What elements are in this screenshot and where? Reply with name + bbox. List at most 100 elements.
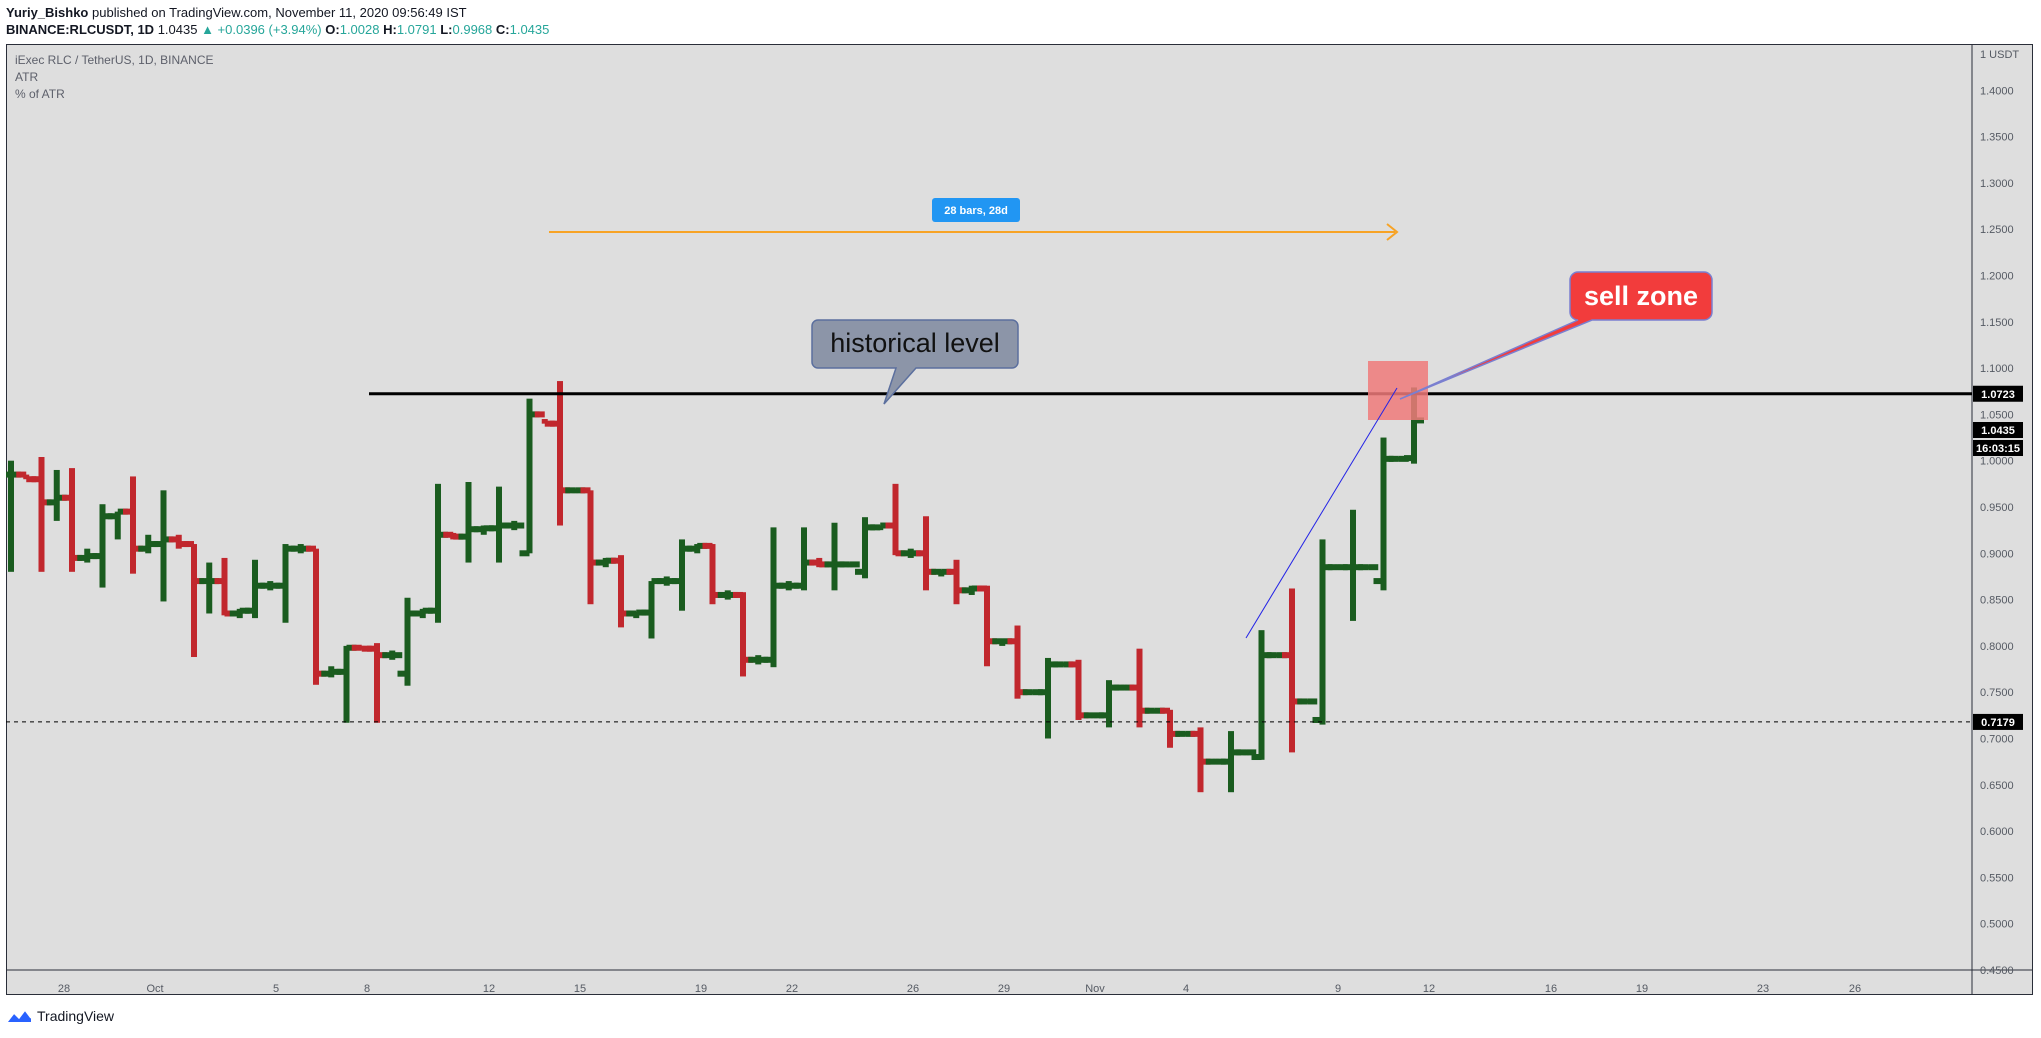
- bar-wick: [114, 511, 121, 540]
- x-tick-label: 28: [58, 983, 70, 995]
- ohlc-bar: [458, 481, 479, 563]
- bar-open-tick: [214, 578, 225, 585]
- low-value: 0.9968: [452, 22, 493, 37]
- bar-open-tick: [321, 670, 332, 677]
- ohlc-bar: [1358, 564, 1379, 571]
- bar-wick: [69, 468, 75, 572]
- y-tick-label: 1.3000: [1980, 178, 2014, 190]
- ohlc-bar: [519, 398, 540, 557]
- ohlc-bar: [245, 559, 265, 619]
- x-tick-label: 4: [1183, 983, 1189, 995]
- bar-wick: [404, 597, 411, 686]
- bar-close-tick: [1063, 661, 1074, 668]
- bar-close-tick: [392, 652, 403, 659]
- bar-wick: [1075, 659, 1082, 720]
- bar-open-tick: [107, 513, 118, 520]
- ohlc-bar: [1053, 661, 1074, 668]
- ohlc-bar: [31, 456, 52, 572]
- ohlc-bar: [748, 655, 769, 665]
- bar-close-tick: [956, 587, 967, 594]
- last-price: 1.0435: [157, 22, 198, 37]
- price-chart[interactable]: 1 USDT 1.4000 1.3500 1.3000 1.2500 1.2000 1.15…: [6, 44, 2033, 995]
- ohlc-bar: [1312, 539, 1333, 725]
- ohlc-bar: [1007, 625, 1028, 699]
- chart-legend-title[interactable]: iExec RLC / TetherUS, 1D, BINANCE: [15, 53, 214, 67]
- footer-brand[interactable]: TradingView: [6, 1008, 114, 1024]
- ohlc-bar: [77, 548, 98, 563]
- bar-close-tick: [910, 550, 921, 557]
- bar-open-tick: [351, 644, 362, 651]
- bar-open-tick: [153, 541, 164, 548]
- y-tick-label: 0.4500: [1980, 965, 2014, 977]
- bar-close-tick: [11, 471, 21, 478]
- bar-close-tick: [560, 487, 570, 494]
- bar-open-tick: [1297, 698, 1308, 705]
- ohlc-bar: [6, 460, 21, 572]
- bar-wick: [191, 544, 197, 658]
- symbol-name: BINANCE:RLCUSDT, 1D: [6, 22, 155, 37]
- indicator-atr[interactable]: ATR: [15, 70, 39, 84]
- ohlc-bar: [199, 562, 220, 614]
- ohlc-bar: [611, 555, 631, 628]
- ohlc-bar: [580, 487, 601, 605]
- bar-open-tick: [1312, 716, 1323, 723]
- bar-close-tick: [1017, 689, 1028, 696]
- ohlc-bar: [763, 527, 784, 668]
- author-name[interactable]: Yuriy_Bishko: [6, 5, 89, 20]
- y-tick-label: 1.1000: [1980, 363, 2014, 375]
- ohlc-bar: [656, 576, 677, 586]
- bar-close-tick: [26, 476, 37, 483]
- bar-close-tick: [438, 531, 448, 538]
- bar-close-tick: [788, 582, 799, 589]
- y-tick-label: 1 USDT: [1980, 49, 2019, 61]
- ohlc-bar: [733, 591, 753, 677]
- indicator-percent-atr[interactable]: % of ATR: [15, 87, 65, 101]
- close-value: 1.0435: [509, 22, 550, 37]
- ohlc-bar: [260, 581, 281, 591]
- ohlc-bar: [473, 525, 494, 535]
- y-tick-label: 0.8500: [1980, 595, 2014, 607]
- bar-open-tick: [336, 668, 347, 675]
- bar-close-tick: [133, 545, 143, 552]
- bar-open-tick: [77, 554, 88, 561]
- bar-close-tick: [239, 607, 250, 614]
- bar-open-tick: [885, 522, 896, 529]
- bar-open-tick: [641, 609, 652, 616]
- bar-close-tick: [1246, 749, 1257, 756]
- ohlc-bar: [839, 561, 860, 568]
- bar-open-tick: [961, 587, 972, 594]
- measure-label-text: 28 bars, 28d: [944, 205, 1008, 217]
- x-tick-label: 19: [695, 983, 707, 995]
- bar-close-tick: [148, 541, 159, 548]
- bar-close-tick: [1109, 684, 1119, 691]
- open-value: 1.0028: [339, 22, 380, 37]
- ohlc-bar: [1388, 455, 1409, 462]
- bar-close-tick: [1032, 689, 1043, 696]
- bar-close-tick: [453, 533, 464, 540]
- bar-wick: [953, 559, 960, 605]
- x-tick-label: 12: [1423, 983, 1435, 995]
- bar-close-tick: [499, 522, 509, 529]
- bar-open-tick: [443, 531, 454, 538]
- bar-wick: [892, 483, 899, 556]
- y-tick-label: 0.8000: [1980, 641, 2014, 653]
- bar-wick: [618, 555, 624, 628]
- x-tick-label: 15: [574, 983, 586, 995]
- ohlc-bar: [900, 548, 921, 558]
- bar-open-tick: [1236, 749, 1247, 756]
- ohlc-bar: [306, 545, 326, 685]
- bar-close-tick: [422, 607, 433, 614]
- measure-arrow-head: [1386, 223, 1399, 241]
- bar-wick: [1319, 539, 1326, 725]
- ohlc-bar: [1205, 758, 1226, 765]
- ohlc-bar: [1190, 727, 1211, 793]
- y-tick-label: 1.3500: [1980, 132, 2014, 144]
- y-tick-label: 0.5000: [1980, 919, 2014, 931]
- ohlc-bar: [1068, 659, 1089, 720]
- ohlc-bar: [1083, 712, 1104, 719]
- x-tick-label: 29: [998, 983, 1010, 995]
- bar-close-tick: [926, 568, 936, 575]
- publication-line: Yuriy_Bishko published on TradingView.co…: [6, 4, 549, 21]
- bar-open-tick: [1404, 455, 1414, 462]
- bar-wick: [313, 548, 319, 685]
